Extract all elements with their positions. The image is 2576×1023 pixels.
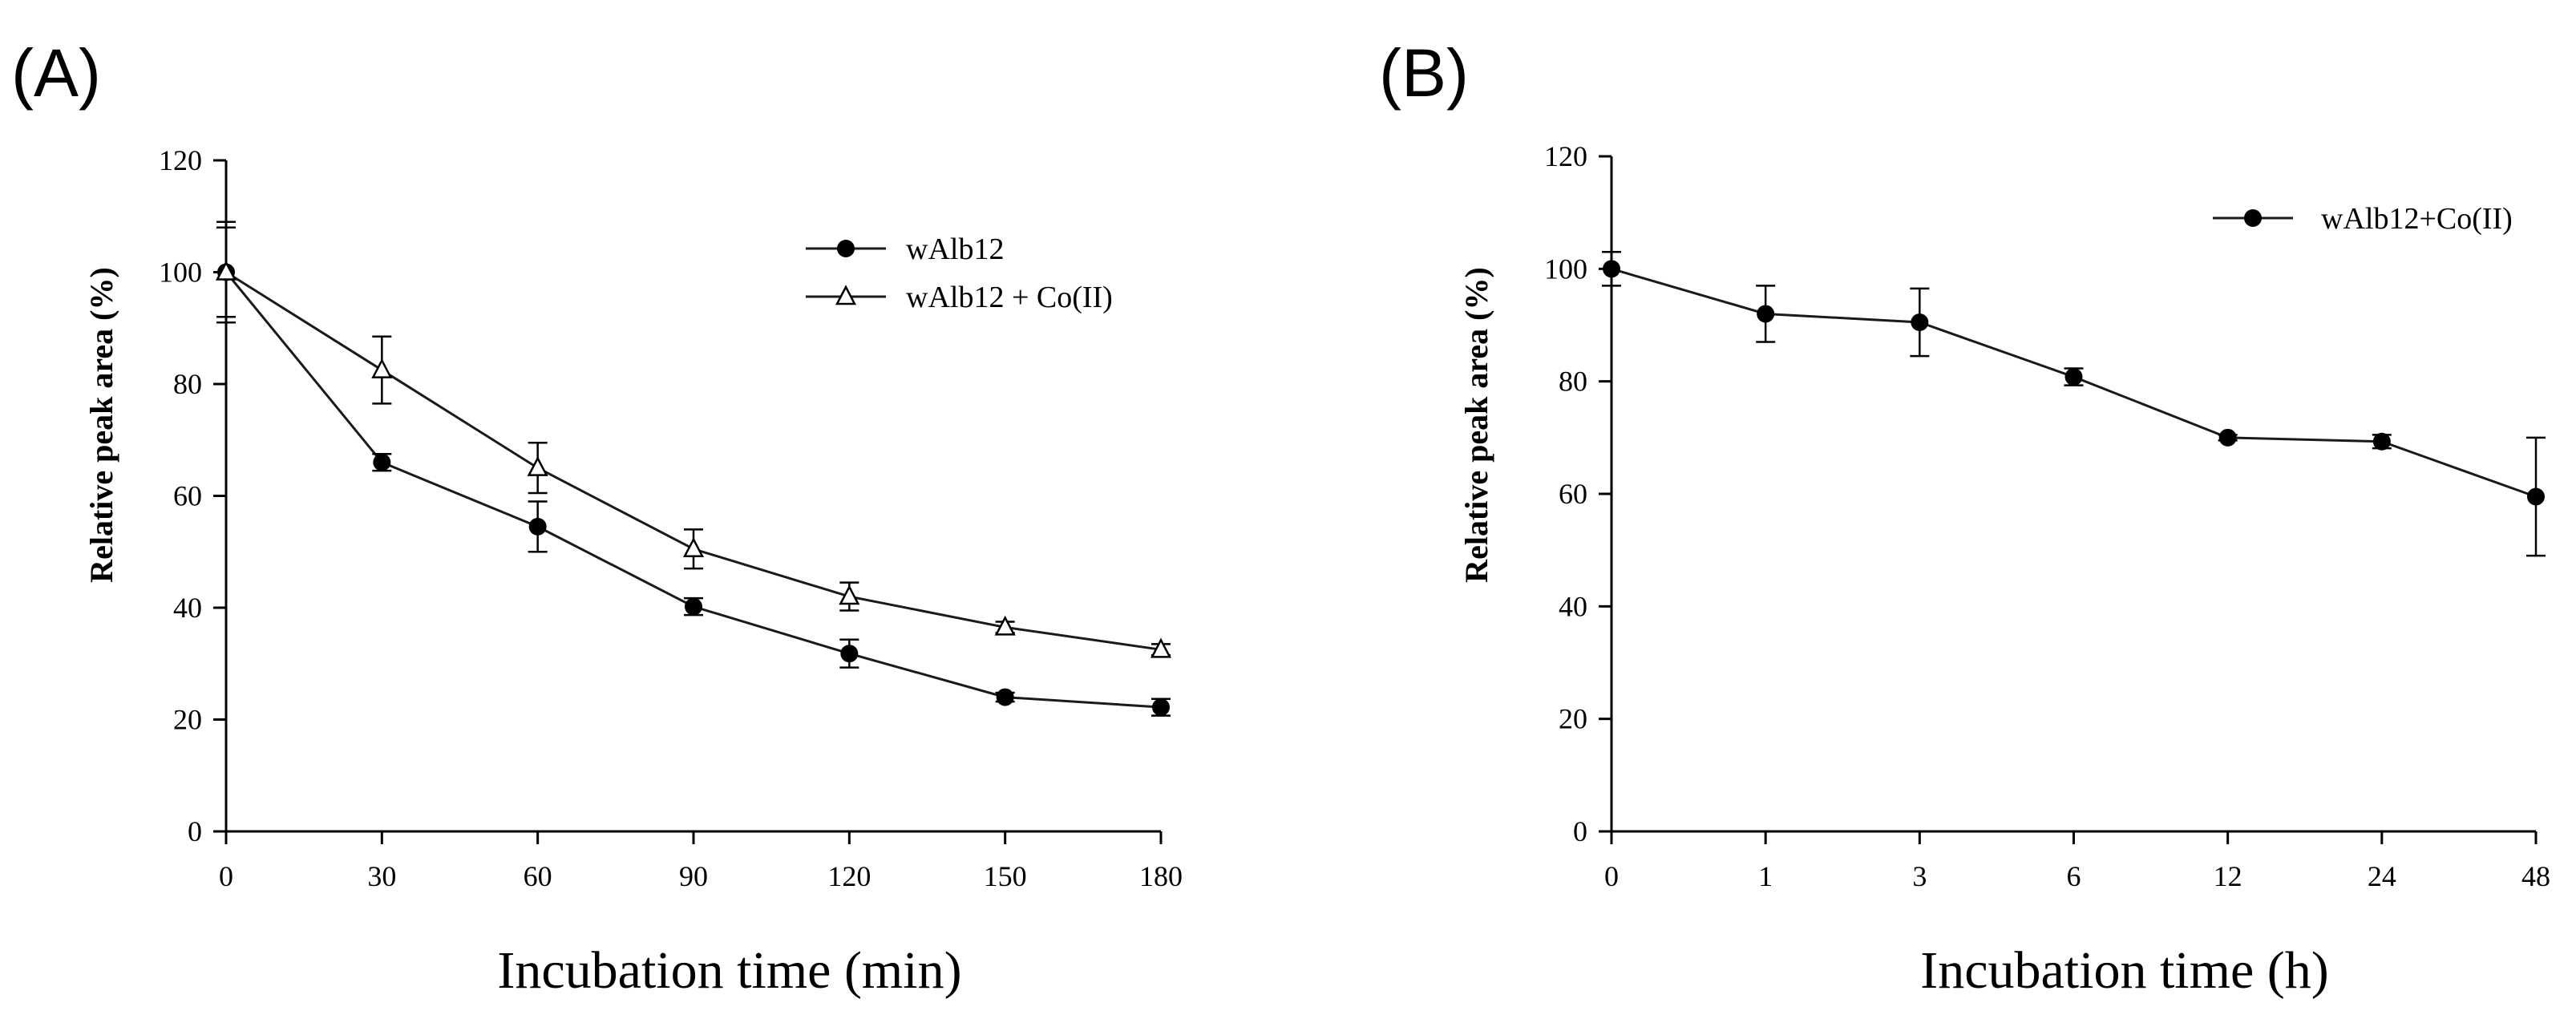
a-point-walb12-co-ii — [527, 455, 548, 476]
panel-b-x-axis-label: Incubation time (h) — [1920, 941, 2329, 1000]
b-y-tick-label: 80 — [1559, 366, 1587, 398]
a-point-walb12 — [685, 597, 702, 616]
b-point-walb12-co-ii — [1757, 305, 1775, 323]
b-x-tick-label: 12 — [2214, 860, 2242, 892]
a-y-tick-label: 100 — [159, 257, 202, 289]
a-y-tick-label: 40 — [173, 592, 202, 624]
a-x-tick-label: 180 — [1139, 860, 1183, 892]
panel-a-legend: wAlb12 wAlb12 + Co(II) — [806, 232, 1113, 314]
legend-label-walb12-co: wAlb12 + Co(II) — [906, 281, 1113, 314]
panel-a: (A) 0 20 40 60 80 100 120 0 30 60 90 120 150 180 Rela… — [11, 35, 1183, 1000]
b-x-tick-label: 6 — [2067, 860, 2081, 892]
a-point-walb12-co-ii — [1150, 637, 1172, 658]
b-y-tick-label: 20 — [1559, 703, 1587, 735]
a-point-walb12-co-ii — [994, 615, 1016, 636]
a-y-tick-label: 60 — [173, 480, 202, 512]
panel-b-y-axis-label: Relative peak area (%) — [1458, 267, 1494, 583]
a-point-walb12-co-ii — [839, 584, 860, 605]
a-point-walb12-co-ii — [371, 358, 393, 378]
a-point-walb12 — [996, 688, 1014, 706]
b-point-walb12-co-ii — [2064, 368, 2083, 386]
b-y-tick-label: 40 — [1559, 590, 1587, 622]
a-series-line-walb12 — [224, 271, 1162, 709]
b-x-tick-label: 48 — [2521, 860, 2550, 892]
b-point-walb12-co-ii — [2527, 487, 2545, 506]
b-y-tick-label: 120 — [1544, 140, 1587, 172]
a-x-tick-label: 60 — [524, 860, 552, 892]
legend-marker-walb12-co-b — [2244, 209, 2262, 227]
a-x-tick-label: 90 — [679, 860, 708, 892]
a-point-walb12 — [840, 645, 859, 663]
legend-marker-walb12 — [837, 240, 855, 257]
b-x-tick-label: 1 — [1758, 860, 1773, 892]
a-point-walb12-co-ii — [682, 537, 705, 558]
panel-b-label: (B) — [1379, 35, 1469, 111]
panel-a-axes: 0 20 40 60 80 100 120 0 30 60 90 120 150 180 — [159, 144, 1183, 892]
a-point-walb12 — [528, 517, 547, 536]
a-y-tick-label: 120 — [159, 144, 202, 176]
panel-b-axes: 0 20 40 60 80 100 120 0 1 3 6 12 24 48 — [1544, 140, 2550, 892]
b-x-tick-label: 24 — [2368, 860, 2396, 892]
a-series-line-walb12-co-ii — [225, 271, 1162, 651]
b-y-tick-label: 100 — [1544, 253, 1587, 285]
b-x-tick-label: 3 — [1912, 860, 1927, 892]
legend-label-walb12: wAlb12 — [906, 232, 1004, 266]
b-y-tick-label: 0 — [1573, 815, 1587, 847]
panel-b-plot-area — [1602, 251, 2546, 557]
a-y-tick-label: 80 — [173, 368, 202, 400]
panel-a-label: (A) — [11, 35, 101, 111]
panel-b: (B) 0 20 40 60 80 100 120 0 1 3 6 12 24 48 Relative p… — [1379, 35, 2550, 1000]
b-x-tick-label: 0 — [1604, 860, 1619, 892]
a-x-tick-label: 0 — [219, 860, 233, 892]
b-point-walb12-co-ii — [2218, 428, 2237, 447]
b-point-walb12-co-ii — [1911, 313, 1929, 331]
b-point-walb12-co-ii — [2372, 432, 2391, 451]
legend-marker-walb12-co — [835, 285, 857, 305]
a-y-tick-label: 20 — [173, 704, 202, 736]
a-y-tick-label: 0 — [188, 815, 202, 847]
panel-b-legend: wAlb12+Co(II) — [2213, 202, 2513, 236]
a-point-walb12 — [1152, 698, 1170, 717]
a-x-tick-label: 30 — [367, 860, 396, 892]
a-point-walb12-co-ii — [215, 260, 237, 281]
panel-a-x-axis-label: Incubation time (min) — [497, 941, 961, 1000]
a-x-tick-label: 120 — [827, 860, 871, 892]
legend-label-walb12-co-b: wAlb12+Co(II) — [2321, 202, 2513, 236]
a-x-tick-label: 150 — [984, 860, 1027, 892]
panel-a-plot-area — [215, 220, 1172, 717]
panel-a-y-axis-label: Relative peak area (%) — [83, 267, 119, 583]
a-point-walb12 — [373, 453, 391, 471]
b-point-walb12-co-ii — [1603, 260, 1620, 278]
b-y-tick-label: 60 — [1559, 478, 1587, 510]
